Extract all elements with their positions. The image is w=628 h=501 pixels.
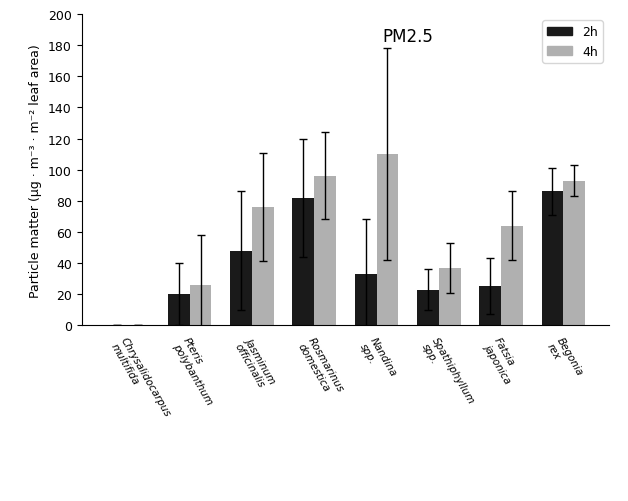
- Bar: [417, 290, 439, 326]
- Bar: [439, 268, 460, 326]
- Bar: [190, 285, 212, 326]
- Bar: [563, 181, 585, 326]
- Bar: [541, 192, 563, 326]
- Bar: [377, 155, 398, 326]
- Bar: [501, 226, 523, 326]
- Bar: [355, 275, 377, 326]
- Bar: [252, 207, 274, 326]
- Legend: 2h, 4h: 2h, 4h: [542, 21, 603, 64]
- Bar: [230, 251, 252, 326]
- Text: PM2.5: PM2.5: [382, 28, 433, 46]
- Bar: [168, 295, 190, 326]
- Bar: [314, 176, 336, 326]
- Y-axis label: Particle matter (μg · m⁻³ · m⁻² leaf area): Particle matter (μg · m⁻³ · m⁻² leaf are…: [30, 44, 43, 297]
- Bar: [293, 198, 314, 326]
- Bar: [479, 287, 501, 326]
